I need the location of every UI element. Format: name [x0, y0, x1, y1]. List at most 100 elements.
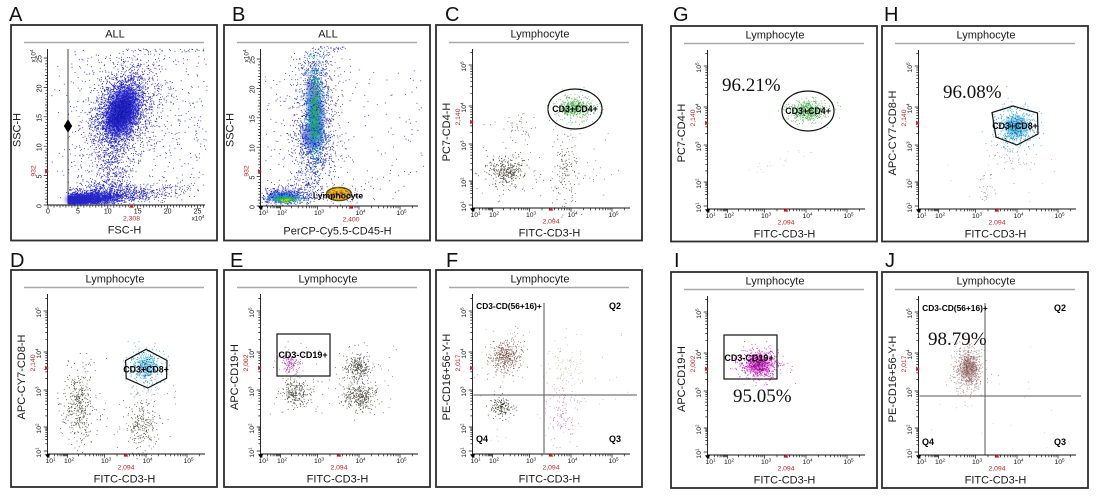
svg-text:101: 101: [916, 211, 927, 220]
svg-text:G: G: [673, 4, 689, 26]
svg-text:105: 105: [905, 62, 914, 73]
svg-text:105: 105: [843, 211, 854, 220]
svg-text:101: 101: [459, 447, 468, 458]
svg-text:102: 102: [489, 210, 500, 219]
svg-text:98.79%: 98.79%: [928, 329, 987, 350]
svg-text:101: 101: [45, 456, 56, 465]
svg-text:2,002: 2,002: [243, 354, 250, 371]
svg-text:Q3: Q3: [609, 434, 621, 444]
svg-text:101: 101: [247, 447, 256, 458]
svg-text:FSC-H: FSC-H: [108, 225, 142, 237]
svg-text:25: 25: [250, 56, 257, 64]
svg-text:J: J: [885, 250, 895, 272]
svg-text:104: 104: [567, 210, 578, 219]
svg-text:105: 105: [459, 307, 468, 318]
svg-text:CD3-CD(56+16)+: CD3-CD(56+16)+: [476, 301, 542, 311]
svg-text:102: 102: [34, 423, 43, 434]
svg-text:x104: x104: [29, 49, 38, 62]
svg-text:H: H: [884, 4, 898, 26]
svg-text:103: 103: [905, 141, 914, 152]
svg-text:2,017: 2,017: [455, 354, 462, 371]
svg-text:104: 104: [567, 456, 578, 465]
svg-text:CD3+CD4+: CD3+CD4+: [785, 106, 830, 116]
svg-text:CD3-CD19+: CD3-CD19+: [724, 353, 773, 363]
svg-text:x104: x104: [192, 214, 205, 223]
svg-text:Lymphocyte: Lymphocyte: [746, 30, 805, 42]
svg-text:Lymphocyte: Lymphocyte: [86, 274, 145, 286]
svg-text:2,094: 2,094: [330, 465, 347, 472]
svg-text:2,094: 2,094: [542, 465, 559, 472]
svg-text:2,308: 2,308: [123, 216, 140, 223]
svg-text:104: 104: [34, 348, 43, 359]
svg-text:FITC-CD3-H: FITC-CD3-H: [519, 474, 581, 486]
svg-text:103: 103: [101, 456, 112, 465]
svg-text:102: 102: [247, 423, 256, 434]
svg-text:20: 20: [164, 209, 172, 216]
svg-text:104: 104: [905, 103, 914, 114]
svg-text:10: 10: [250, 144, 257, 152]
svg-text:103: 103: [761, 211, 772, 220]
svg-text:2,094: 2,094: [777, 466, 794, 473]
svg-text:2,140: 2,140: [30, 354, 37, 371]
svg-text:104: 104: [694, 349, 703, 360]
svg-text:CD3+CD4+: CD3+CD4+: [552, 104, 597, 114]
svg-text:102: 102: [277, 456, 288, 465]
svg-text:104: 104: [355, 456, 366, 465]
svg-text:101: 101: [905, 202, 914, 213]
svg-text:105: 105: [608, 210, 619, 219]
svg-text:APC-CY7-CD8-H: APC-CY7-CD8-H: [16, 334, 28, 419]
svg-text:932: 932: [244, 165, 251, 177]
svg-text:Lymphocyte: Lymphocyte: [746, 276, 805, 288]
svg-text:104: 104: [142, 456, 153, 465]
svg-text:105: 105: [843, 457, 854, 466]
svg-text:PC7-CD4-H: PC7-CD4-H: [676, 104, 688, 163]
svg-text:101: 101: [705, 457, 716, 466]
svg-text:101: 101: [905, 448, 914, 459]
svg-text:103: 103: [694, 141, 703, 152]
svg-text:CD3-CD19+: CD3-CD19+: [278, 350, 327, 360]
svg-text:101: 101: [258, 456, 269, 465]
svg-text:25: 25: [194, 209, 202, 216]
svg-text:FITC-CD3-H: FITC-CD3-H: [965, 229, 1027, 241]
svg-text:PC7-CD4-H: PC7-CD4-H: [441, 103, 453, 162]
svg-text:102: 102: [935, 211, 946, 220]
svg-text:932: 932: [31, 165, 38, 177]
svg-text:101: 101: [470, 210, 481, 219]
svg-text:10: 10: [104, 209, 112, 216]
svg-text:Q4: Q4: [922, 437, 934, 447]
svg-text:FITC-CD3-H: FITC-CD3-H: [94, 474, 156, 486]
svg-text:15: 15: [250, 115, 257, 123]
svg-text:101: 101: [459, 201, 468, 212]
svg-text:5: 5: [37, 175, 44, 179]
svg-text:105: 105: [608, 456, 619, 465]
svg-text:96.08%: 96.08%: [943, 82, 1002, 103]
svg-text:102: 102: [694, 178, 703, 189]
svg-text:102: 102: [905, 178, 914, 189]
svg-text:103: 103: [314, 208, 325, 217]
svg-text:104: 104: [459, 102, 468, 113]
svg-text:103: 103: [247, 386, 256, 397]
svg-text:101: 101: [34, 447, 43, 458]
svg-text:104: 104: [694, 103, 703, 114]
svg-text:102: 102: [935, 457, 946, 466]
svg-text:105: 105: [183, 456, 194, 465]
svg-text:20: 20: [37, 84, 44, 92]
svg-text:2,094: 2,094: [988, 220, 1005, 227]
svg-text:2,094: 2,094: [542, 219, 559, 226]
svg-text:105: 105: [459, 61, 468, 72]
svg-text:F: F: [446, 250, 458, 272]
svg-text:105: 105: [1054, 457, 1065, 466]
svg-text:A: A: [9, 4, 23, 26]
svg-text:PE-CD16+56-Y-H: PE-CD16+56-Y-H: [441, 334, 453, 421]
svg-text:95.05%: 95.05%: [733, 386, 792, 407]
svg-text:102: 102: [459, 177, 468, 188]
svg-text:104: 104: [1013, 211, 1024, 220]
svg-text:101: 101: [694, 202, 703, 213]
svg-text:2,017: 2,017: [901, 355, 908, 372]
svg-text:105: 105: [247, 307, 256, 318]
svg-text:25: 25: [37, 55, 44, 63]
svg-text:PerCP-Cy5.5-CD45-H: PerCP-Cy5.5-CD45-H: [283, 226, 391, 238]
svg-text:103: 103: [526, 456, 537, 465]
svg-text:C: C: [445, 4, 459, 26]
svg-text:103: 103: [459, 140, 468, 151]
